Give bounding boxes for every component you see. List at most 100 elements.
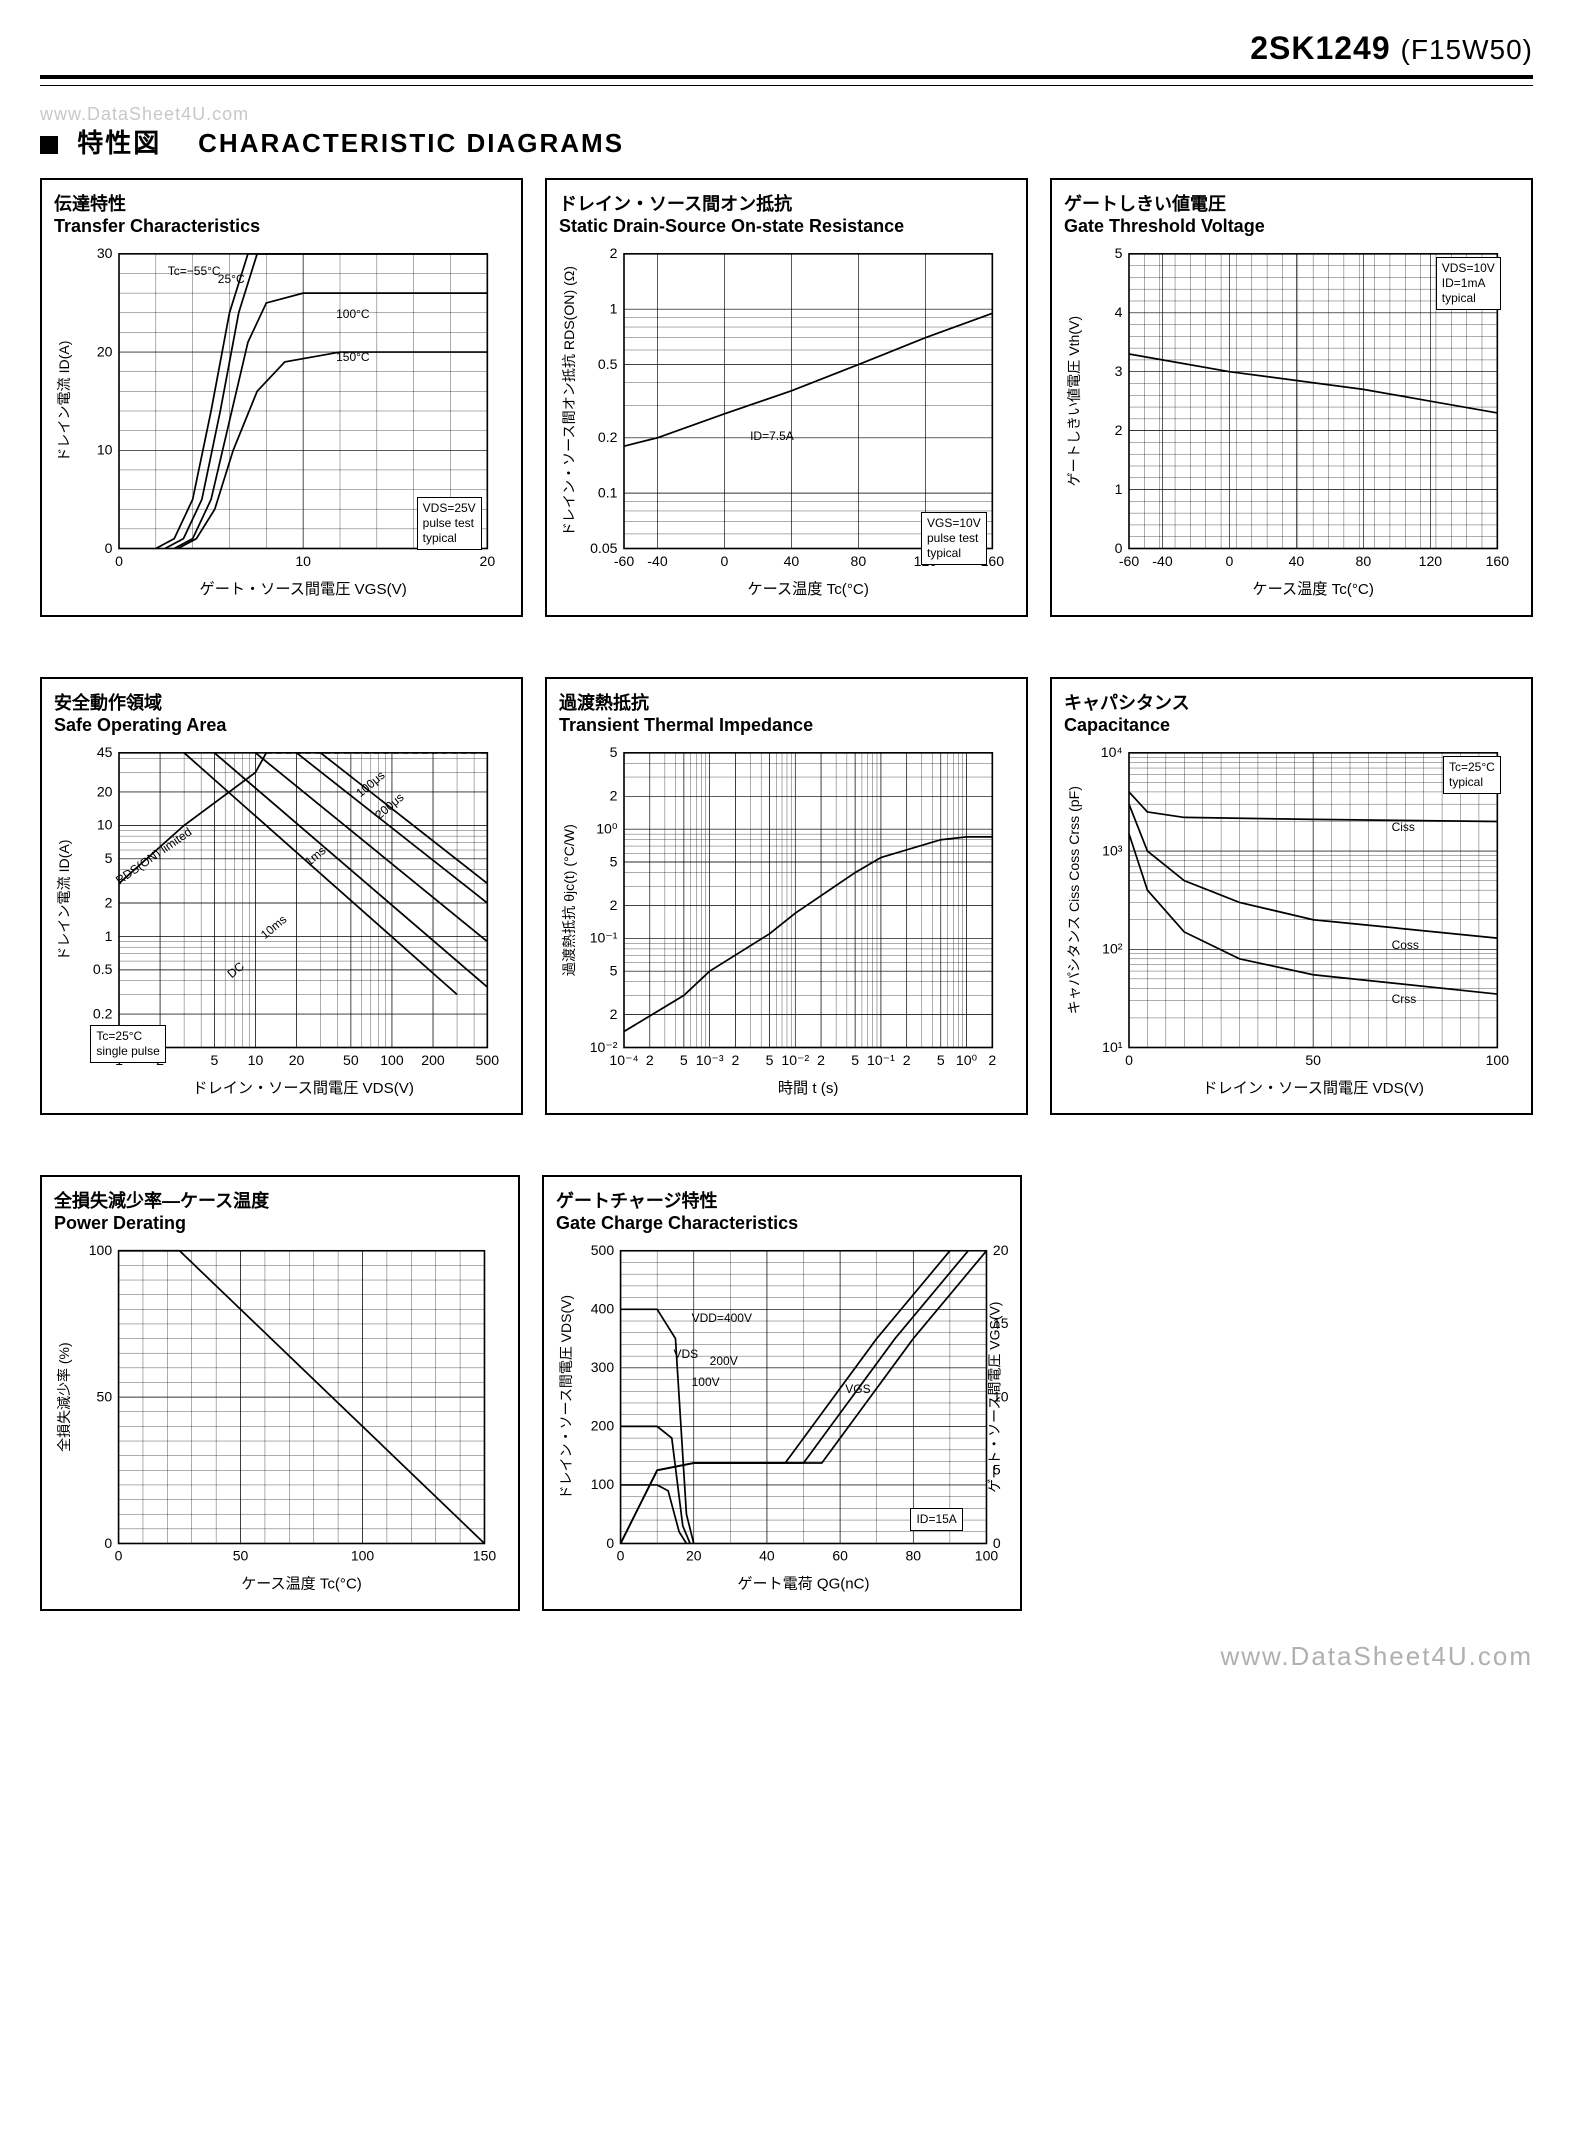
- svg-text:20: 20: [993, 1242, 1008, 1258]
- svg-text:45: 45: [97, 744, 113, 760]
- svg-text:120: 120: [1419, 553, 1443, 569]
- svg-text:3: 3: [1115, 363, 1123, 379]
- svg-text:150: 150: [473, 1548, 497, 1564]
- svg-text:100: 100: [89, 1242, 113, 1258]
- svg-text:80: 80: [851, 553, 867, 569]
- svg-text:100: 100: [380, 1051, 404, 1067]
- curve-label: VDS: [674, 1347, 699, 1361]
- svg-text:10: 10: [248, 1051, 264, 1067]
- part-number: 2SK1249: [1250, 30, 1390, 66]
- svg-text:ケース温度 Tc(°C): ケース温度 Tc(°C): [241, 1576, 362, 1593]
- curve-label: Ciss: [1392, 820, 1415, 834]
- panel-title-jp: キャパシタンス: [1064, 689, 1519, 715]
- svg-text:0: 0: [993, 1535, 1001, 1551]
- chart-note: Tc=25°C single pulse: [90, 1025, 165, 1063]
- svg-text:ドレイン電流 ID(A): ドレイン電流 ID(A): [56, 839, 72, 960]
- svg-text:20: 20: [289, 1051, 305, 1067]
- svg-text:ケース温度 Tc(°C): ケース温度 Tc(°C): [1252, 581, 1374, 598]
- svg-text:5: 5: [680, 1051, 688, 1067]
- panel-title-en: Static Drain-Source On-state Resistance: [559, 216, 1014, 237]
- svg-text:10: 10: [97, 816, 113, 832]
- square-bullet-icon: [40, 136, 58, 154]
- svg-text:80: 80: [1356, 553, 1372, 569]
- chart-note: VDS=10V ID=1mA typical: [1436, 257, 1501, 310]
- svg-text:30: 30: [97, 245, 113, 261]
- chart-soa: 1251020501002005000.10.20.5125102045ドレイン…: [54, 742, 509, 1100]
- section-title-jp: 特性図: [77, 128, 161, 158]
- svg-text:10⁻¹: 10⁻¹: [590, 929, 618, 945]
- panel-title-en: Transfer Characteristics: [54, 216, 509, 237]
- svg-text:0.5: 0.5: [93, 961, 113, 977]
- svg-text:50: 50: [343, 1051, 359, 1067]
- svg-text:0: 0: [115, 553, 123, 569]
- chart-rdson: -60-40040801201600.050.10.20.512ケース温度 Tc…: [559, 243, 1014, 601]
- panel-soa: 安全動作領域 Safe Operating Area 1251020501002…: [40, 677, 523, 1116]
- svg-text:0: 0: [105, 540, 113, 556]
- svg-text:0: 0: [1115, 540, 1123, 556]
- chart-note: Tc=25°C typical: [1443, 756, 1501, 794]
- svg-text:0.1: 0.1: [598, 484, 618, 500]
- svg-text:5: 5: [610, 962, 618, 978]
- chart-note: VGS=10V pulse test typical: [921, 512, 987, 565]
- panel-title-jp: 伝達特性: [54, 190, 509, 216]
- svg-text:2: 2: [731, 1051, 739, 1067]
- svg-text:2: 2: [646, 1051, 654, 1067]
- svg-text:5: 5: [610, 744, 618, 760]
- svg-text:ドレイン・ソース間電圧 VDS(V): ドレイン・ソース間電圧 VDS(V): [1202, 1080, 1424, 1097]
- svg-text:ドレイン電流 ID(A): ドレイン電流 ID(A): [56, 341, 72, 462]
- svg-text:10³: 10³: [1102, 842, 1123, 858]
- svg-text:ゲート・ソース間電圧 VGS(V): ゲート・ソース間電圧 VGS(V): [200, 581, 407, 598]
- svg-text:500: 500: [591, 1242, 615, 1258]
- svg-text:20: 20: [97, 783, 113, 799]
- panel-title-en: Power Derating: [54, 1213, 506, 1234]
- svg-text:100: 100: [351, 1548, 375, 1564]
- section-title-en: CHARACTERISTIC DIAGRAMS: [198, 128, 624, 158]
- chart-vth: -60-4004080120160012345ケース温度 Tc(°C)ゲートしき…: [1064, 243, 1519, 601]
- svg-text:0: 0: [1226, 553, 1234, 569]
- chart-row-1: 伝達特性 Transfer Characteristics 0102001020…: [40, 178, 1533, 617]
- svg-text:10²: 10²: [1102, 940, 1123, 956]
- panel-transfer: 伝達特性 Transfer Characteristics 0102001020…: [40, 178, 523, 617]
- chart-note: VDS=25V pulse test typical: [417, 497, 482, 550]
- part-alt: (F15W50): [1401, 34, 1533, 65]
- svg-text:5: 5: [766, 1051, 774, 1067]
- chart-row-3: 全損失減少率―ケース温度 Power Derating 0 50 100 150 0 50…: [40, 1175, 1533, 1611]
- svg-text:200: 200: [421, 1051, 445, 1067]
- chart-gatecharge: 020406080100010020030040050005101520ゲート電…: [556, 1240, 1008, 1595]
- svg-text:5: 5: [937, 1051, 945, 1067]
- svg-text:10⁻¹: 10⁻¹: [867, 1051, 895, 1067]
- chart-zth: 10⁻⁴2510⁻³2510⁻²2510⁻¹2510⁰210⁻²2510⁻¹25…: [559, 742, 1014, 1100]
- svg-text:0: 0: [104, 1535, 112, 1551]
- rule-thick: [40, 75, 1533, 79]
- svg-text:ケース温度 Tc(°C): ケース温度 Tc(°C): [747, 581, 869, 598]
- panel-title-en: Gate Threshold Voltage: [1064, 216, 1519, 237]
- panel-title-en: Gate Charge Characteristics: [556, 1213, 1008, 1234]
- svg-text:50: 50: [97, 1388, 113, 1404]
- panel-title-jp: ドレイン・ソース間オン抵抗: [559, 190, 1014, 216]
- curve-label: 100V: [692, 1375, 720, 1389]
- curve-label: Crss: [1392, 992, 1417, 1006]
- panel-title-jp: 全損失減少率―ケース温度: [54, 1187, 506, 1213]
- chart-cap: 05010010¹10²10³10⁴ドレイン・ソース間電圧 VDS(V)キャパシ…: [1064, 742, 1519, 1100]
- svg-text:0.2: 0.2: [598, 429, 618, 445]
- svg-text:-40: -40: [1152, 553, 1173, 569]
- svg-text:400: 400: [591, 1301, 615, 1317]
- svg-text:5: 5: [1115, 245, 1123, 261]
- svg-text:1: 1: [610, 301, 618, 317]
- svg-text:0.2: 0.2: [93, 1005, 113, 1021]
- panel-title-jp: 安全動作領域: [54, 689, 509, 715]
- curve-label: 25°C: [218, 272, 245, 286]
- svg-text:20: 20: [479, 553, 495, 569]
- svg-text:40: 40: [784, 553, 800, 569]
- section-title: 特性図 CHARACTERISTIC DIAGRAMS: [40, 123, 1533, 160]
- svg-text:10⁴: 10⁴: [1101, 744, 1123, 760]
- svg-text:1: 1: [1115, 481, 1123, 497]
- svg-text:0: 0: [606, 1535, 614, 1551]
- svg-text:5: 5: [610, 853, 618, 869]
- svg-text:10⁰: 10⁰: [956, 1051, 978, 1067]
- curve-label: 200V: [710, 1354, 738, 1368]
- svg-text:200: 200: [591, 1418, 615, 1434]
- rule-thin: [40, 85, 1533, 86]
- curve-label: VGS: [845, 1382, 870, 1396]
- svg-text:2: 2: [610, 1005, 618, 1021]
